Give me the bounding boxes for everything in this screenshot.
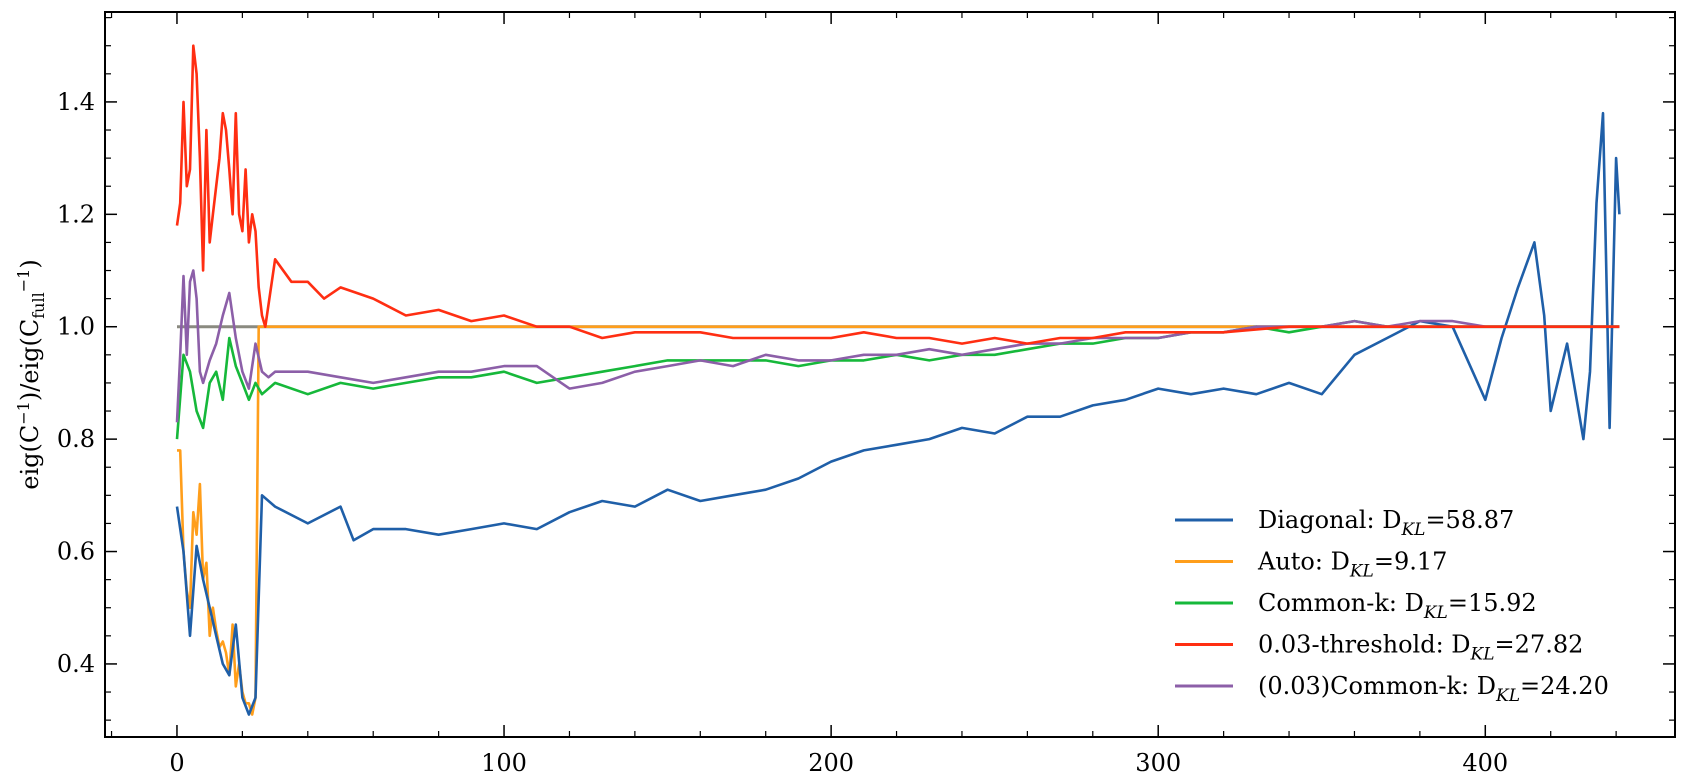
x-tick-label: 0: [169, 749, 184, 777]
legend-label: Diagonal: DKL=58.87: [1258, 506, 1514, 540]
plot-frame: [104, 11, 1676, 738]
ylabel-sup1: −1: [14, 401, 33, 425]
x-tick-label: 400: [1462, 749, 1508, 777]
ylabel-sup2: −1: [14, 269, 33, 293]
ylabel-sub: full: [29, 292, 48, 318]
x-tick-label: 300: [1135, 749, 1181, 777]
y-tick-label: 1.2: [57, 200, 95, 228]
series-line-4: [175, 269, 1620, 423]
ylabel-mid: )/eig(C: [16, 319, 44, 401]
series-line-0: [175, 111, 1621, 716]
y-tick-label: 1.0: [57, 313, 95, 341]
x-tick-label: 200: [808, 749, 854, 777]
ylabel-main: eig(C: [16, 425, 44, 490]
legend-label: Common-k: DKL=15.92: [1258, 589, 1537, 623]
ticks-layer: 0 100 200 300 400 0.4 0.6 0.8 1.0 1.2 1.4: [57, 12, 1675, 777]
y-tick-label: 0.8: [57, 425, 95, 453]
legend-label: (0.03)Common-k: DKL=24.20: [1258, 672, 1609, 706]
y-tick-label: 0.4: [57, 650, 95, 678]
series-layer: [175, 44, 1621, 716]
y-tick-label: 1.4: [57, 88, 95, 116]
x-tick-label: 100: [481, 749, 527, 777]
legend-label: 0.03-threshold: DKL=27.82: [1258, 631, 1583, 665]
legend-label: Auto: DKL=9.17: [1257, 548, 1447, 582]
legend: Diagonal: DKL=58.87 Auto: DKL=9.17 Common-…: [1175, 506, 1609, 706]
y-tick-label: 0.6: [57, 538, 95, 566]
y-axis-title: eig(C−1)/eig(Cfull−1): [14, 259, 48, 489]
series-line-3: [175, 44, 1620, 345]
series-line-1: [177, 325, 1620, 716]
ylabel-end: ): [16, 259, 44, 268]
